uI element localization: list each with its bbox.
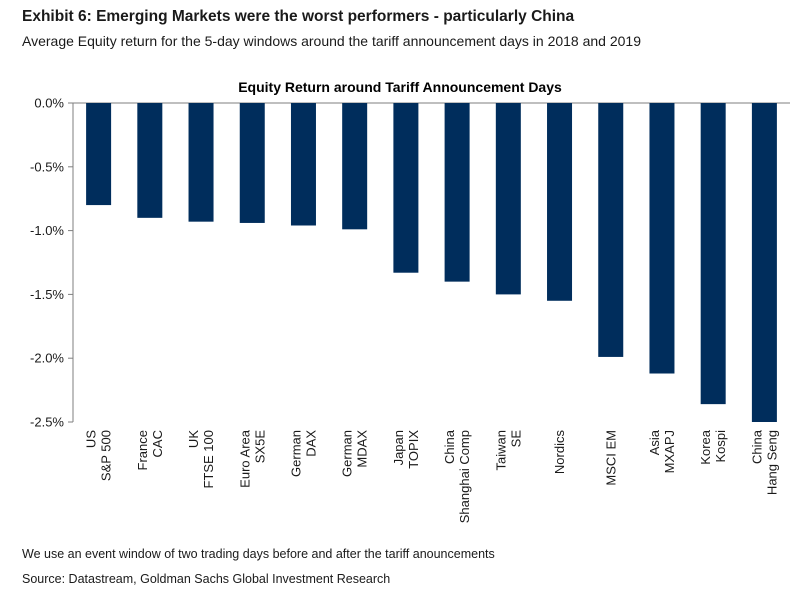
- bar: [290, 103, 316, 226]
- x-category-label: China Shanghai Comp: [442, 429, 472, 523]
- bar: [393, 103, 419, 273]
- x-category-label: MSCI EM: [603, 430, 618, 486]
- bar: [700, 103, 726, 405]
- chart-title: Equity Return around Tariff Announcement…: [238, 79, 562, 95]
- x-category-text: German: [340, 430, 355, 477]
- x-category-text: China: [442, 429, 457, 464]
- x-category-text: FTSE 100: [201, 430, 216, 489]
- x-category-text: Shanghai Comp: [457, 430, 472, 523]
- x-category-text: Hang Seng: [764, 430, 779, 495]
- y-tick-label: -1.0%: [30, 223, 64, 238]
- x-category-label: Nordics: [552, 430, 567, 475]
- y-tick-label: -2.0%: [30, 351, 64, 366]
- bar: [598, 103, 624, 357]
- x-category-text: MDAX: [355, 430, 370, 468]
- x-category-text: US: [84, 430, 99, 448]
- x-category-text: SX5E: [252, 430, 267, 464]
- x-category-text: Korea: [698, 429, 713, 464]
- x-category-text: S&P 500: [99, 430, 114, 481]
- x-category-text: SE: [508, 430, 523, 448]
- x-category-text: MXAPJ: [662, 430, 677, 473]
- x-category-text: MSCI EM: [603, 430, 618, 486]
- x-category-text: Euro Area: [237, 429, 252, 488]
- y-tick-label: -0.5%: [30, 159, 64, 174]
- x-category-text: CAC: [150, 430, 165, 457]
- bar: [495, 103, 521, 295]
- y-tick-label: -2.5%: [30, 415, 64, 430]
- bar: [188, 103, 214, 222]
- exhibit-subtitle: Average Equity return for the 5-day wind…: [22, 33, 642, 49]
- bar: [137, 103, 163, 218]
- x-category-label: Taiwan SE: [493, 430, 523, 471]
- x-axis-labels: US S&P 500 France CAC UK FTSE 100 Euro Area SX5…: [84, 429, 780, 523]
- bar: [751, 103, 777, 422]
- x-category-label: China Hang Seng: [749, 429, 779, 495]
- x-category-label: UK FTSE 100: [186, 430, 216, 489]
- x-category-label: France CAC: [135, 430, 165, 470]
- x-category-text: Nordics: [552, 430, 567, 475]
- x-category-text: Asia: [647, 429, 662, 455]
- bar: [239, 103, 265, 223]
- footnote: We use an event window of two trading da…: [22, 547, 495, 561]
- x-category-label: US S&P 500: [84, 430, 114, 481]
- x-category-text: German: [288, 430, 303, 477]
- x-category-text: TOPIX: [406, 430, 421, 469]
- bar: [86, 103, 112, 206]
- x-category-label: Japan TOPIX: [391, 430, 421, 469]
- equity-return-chart: Equity Return around Tariff Announcement…: [30, 79, 790, 523]
- x-category-text: UK: [186, 430, 201, 448]
- bar: [547, 103, 573, 301]
- bar: [342, 103, 368, 230]
- x-category-label: Asia MXAPJ: [647, 429, 677, 473]
- source-note: Source: Datastream, Goldman Sachs Global…: [22, 572, 391, 586]
- x-category-text: Kospi: [713, 430, 728, 463]
- x-category-label: German DAX: [288, 430, 318, 477]
- y-tick-label: 0.0%: [34, 96, 64, 111]
- x-category-text: Taiwan: [493, 430, 508, 470]
- x-category-text: France: [135, 430, 150, 470]
- x-category-label: Euro Area SX5E: [237, 429, 267, 488]
- y-tick-label: -1.5%: [30, 287, 64, 302]
- exhibit-title: Exhibit 6: Emerging Markets were the wor…: [22, 8, 575, 25]
- bar-series: [86, 103, 777, 422]
- x-category-text: Japan: [391, 430, 406, 465]
- bar: [444, 103, 470, 282]
- bar: [649, 103, 675, 374]
- x-category-label: Korea Kospi: [698, 429, 728, 464]
- x-category-label: German MDAX: [340, 430, 370, 477]
- x-category-text: China: [749, 429, 764, 464]
- x-category-text: DAX: [303, 430, 318, 457]
